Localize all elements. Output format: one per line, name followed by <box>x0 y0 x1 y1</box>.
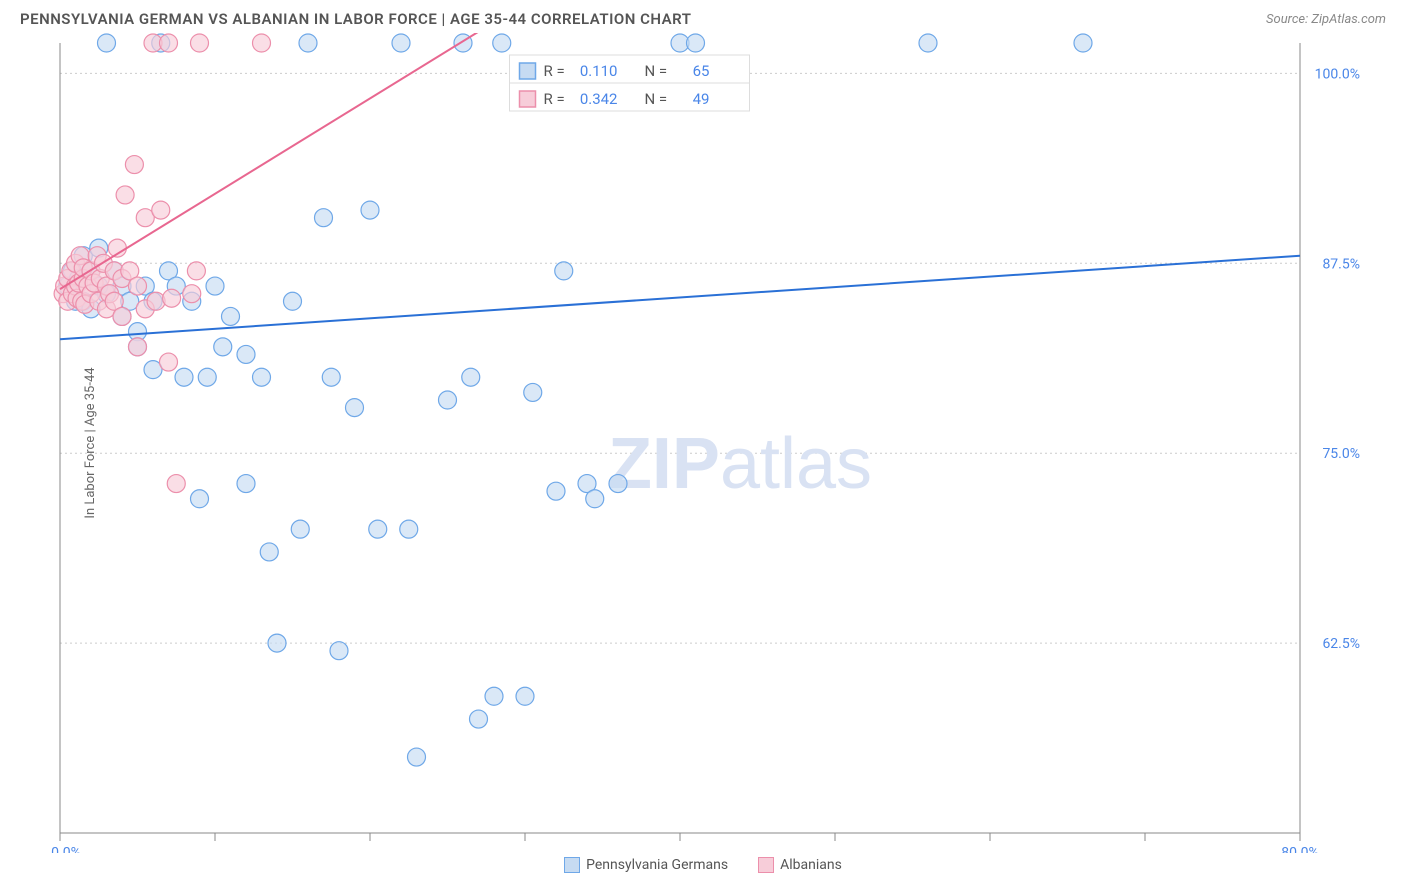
svg-text:R =: R = <box>544 90 565 108</box>
legend-label: Pennsylvania Germans <box>586 857 728 873</box>
svg-text:49: 49 <box>693 90 710 108</box>
svg-text:80.0%: 80.0% <box>1281 845 1319 853</box>
legend-item: Pennsylvania Germans <box>564 857 728 873</box>
y-axis-label: In Labor Force | Age 35-44 <box>83 367 98 518</box>
svg-text:ZIPatlas: ZIPatlas <box>608 424 872 504</box>
svg-text:62.5%: 62.5% <box>1322 636 1360 652</box>
svg-text:0.342: 0.342 <box>580 90 618 108</box>
svg-text:65: 65 <box>693 62 710 80</box>
chart-title: PENNSYLVANIA GERMAN VS ALBANIAN IN LABOR… <box>20 10 691 28</box>
svg-text:0.110: 0.110 <box>580 62 618 80</box>
svg-text:0.0%: 0.0% <box>51 845 81 853</box>
correlation-scatter-chart: 62.5% 75.0% 87.5% 100.0% ZIPatlas 0.0% 80.0% R … <box>20 33 1386 853</box>
svg-text:87.5%: 87.5% <box>1322 256 1360 272</box>
svg-text:75.0%: 75.0% <box>1322 446 1360 462</box>
source-attribution: Source: ZipAtlas.com <box>1266 12 1386 27</box>
legend-item: Albanians <box>758 857 842 873</box>
svg-text:N =: N = <box>645 90 668 108</box>
svg-text:N =: N = <box>645 62 668 80</box>
legend-swatch-icon <box>758 857 774 873</box>
svg-text:100.0%: 100.0% <box>1315 66 1360 82</box>
svg-text:R =: R = <box>544 62 565 80</box>
legend-bottom: Pennsylvania Germans Albanians <box>0 857 1406 873</box>
legend-swatch-icon <box>564 857 580 873</box>
legend-label: Albanians <box>780 857 842 873</box>
